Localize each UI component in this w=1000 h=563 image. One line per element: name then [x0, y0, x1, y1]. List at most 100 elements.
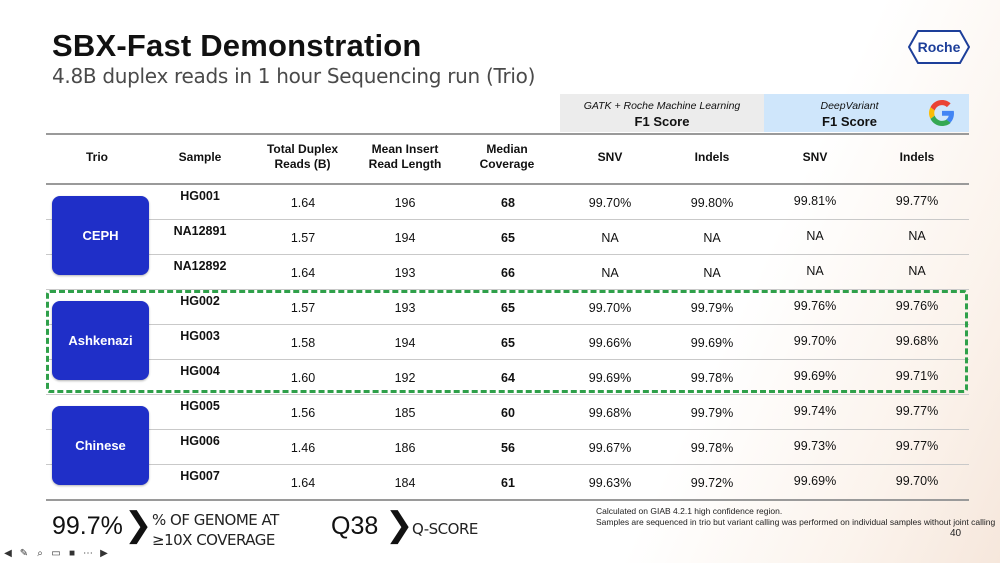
footnote-line2: Samples are sequenced in trio but varian…	[596, 517, 996, 527]
col-header-indels-dv: Indels	[899, 150, 935, 164]
cell-sample: NA12891	[173, 224, 227, 238]
trio-ashkenazi-box: Ashkenazi	[52, 301, 149, 380]
row-divider	[46, 464, 969, 465]
page-number: 40	[950, 528, 962, 539]
genome-coverage-value: 99.7%	[52, 512, 123, 540]
cell-insert: 186	[394, 441, 416, 455]
cell-coverage: 65	[501, 336, 515, 350]
col-header-reads-line2: Reads (B)	[274, 157, 331, 171]
cell-snv-dv: 99.69%	[793, 474, 837, 488]
cell-insert: 185	[394, 406, 416, 420]
cell-coverage: 64	[501, 371, 515, 385]
cell-coverage: 68	[501, 196, 515, 210]
cell-indels-dv: 99.77%	[895, 194, 939, 208]
slide-subtitle: 4.8B duplex reads in 1 hour Sequencing r…	[52, 64, 536, 88]
cell-reads: 1.64	[290, 266, 316, 280]
cell-reads: 1.56	[290, 406, 316, 420]
cell-sample: HG007	[180, 469, 220, 483]
col-header-indels-gatk: Indels	[694, 150, 730, 164]
cell-coverage: 65	[501, 231, 515, 245]
cell-insert: 184	[394, 476, 416, 490]
cell-sample: HG001	[180, 189, 220, 203]
row-divider	[46, 359, 969, 360]
col-header-reads-line1: Total Duplex	[266, 142, 339, 156]
cell-indels-gatk: NA	[703, 266, 721, 280]
col-header-coverage: Median Coverage	[462, 142, 552, 172]
captions-icon[interactable]: ▭	[51, 548, 61, 559]
gatk-header-top: GATK + Roche Machine Learning	[583, 100, 741, 112]
cell-indels-gatk: 99.72%	[690, 476, 734, 490]
cell-snv-gatk: 99.68%	[588, 406, 632, 420]
cell-indels-dv: 99.70%	[895, 474, 939, 488]
cell-insert: 192	[394, 371, 416, 385]
cell-reads: 1.57	[290, 301, 316, 315]
cell-sample: HG005	[180, 399, 220, 413]
col-header-snv-gatk: SNV	[597, 150, 623, 164]
back-icon[interactable]: ◀	[4, 548, 12, 559]
col-header-coverage-line2: Coverage	[479, 157, 535, 171]
cell-indels-gatk: 99.79%	[690, 301, 734, 315]
cell-indels-gatk: 99.78%	[690, 441, 734, 455]
trio-ceph-box: CEPH	[52, 196, 149, 275]
cell-insert: 194	[394, 336, 416, 350]
row-divider	[46, 429, 969, 430]
cell-snv-dv: 99.81%	[793, 194, 837, 208]
deepvariant-header-top: DeepVariant	[820, 100, 879, 112]
cell-indels-gatk: 99.79%	[690, 406, 734, 420]
cell-snv-gatk: 99.63%	[588, 476, 632, 490]
cell-snv-dv: NA	[806, 264, 824, 278]
col-header-insert-line2: Read Length	[368, 157, 442, 171]
col-header-reads: Total Duplex Reads (B)	[250, 142, 355, 172]
trio-chinese-box: Chinese	[52, 406, 149, 485]
gatk-f1-header: GATK + Roche Machine Learning F1 Score	[560, 94, 764, 132]
roche-logo-text: Roche	[917, 39, 961, 55]
cell-snv-gatk: 99.70%	[588, 196, 632, 210]
q-score-label: Q-SCORE	[412, 520, 478, 538]
cell-snv-dv: 99.73%	[793, 439, 837, 453]
pen-icon[interactable]: ✎	[19, 548, 29, 559]
gatk-header-main: F1 Score	[634, 114, 690, 129]
chevron-right-icon: ❯	[385, 506, 414, 544]
cell-indels-gatk: 99.80%	[690, 196, 734, 210]
row-divider	[46, 254, 969, 255]
cell-sample: HG003	[180, 329, 220, 343]
row-divider	[46, 289, 969, 290]
cell-coverage: 56	[501, 441, 515, 455]
q-score-value: Q38	[331, 512, 379, 540]
cell-indels-dv: 99.71%	[895, 369, 939, 383]
chevron-right-icon: ❯	[124, 506, 153, 544]
deepvariant-f1-header: DeepVariant F1 Score	[764, 94, 969, 132]
slide-title: SBX-Fast Demonstration	[52, 28, 422, 63]
cell-sample: HG006	[180, 434, 220, 448]
zoom-icon[interactable]: ⌕	[37, 548, 43, 559]
cell-sample: HG004	[180, 364, 220, 378]
cell-snv-dv: 99.74%	[793, 404, 837, 418]
table-header-divider	[46, 183, 969, 185]
camera-icon[interactable]: ■	[68, 548, 76, 559]
table-top-divider	[46, 133, 969, 135]
cell-reads: 1.46	[290, 441, 316, 455]
col-header-insert-line1: Mean Insert	[371, 142, 439, 156]
footnote-line1: Calculated on GIAB 4.2.1 high confidence…	[596, 506, 783, 516]
forward-icon[interactable]: ▶	[100, 548, 108, 559]
cell-coverage: 61	[501, 476, 515, 490]
genome-coverage-label: % OF GENOME AT ≥10X COVERAGE	[152, 510, 279, 550]
cell-indels-gatk: NA	[703, 231, 721, 245]
cell-coverage: 65	[501, 301, 515, 315]
footnotes: Calculated on GIAB 4.2.1 high confidence…	[596, 506, 995, 528]
cell-indels-dv: NA	[908, 264, 926, 278]
genome-coverage-label-line1: % OF GENOME AT	[152, 511, 279, 529]
cell-indels-dv: 99.77%	[895, 404, 939, 418]
cell-insert: 193	[394, 266, 416, 280]
cell-reads: 1.64	[290, 476, 316, 490]
col-header-snv-dv: SNV	[802, 150, 828, 164]
table-bottom-divider	[46, 499, 969, 501]
more-icon[interactable]: ⋯	[83, 548, 93, 559]
genome-coverage-label-line2: ≥10X COVERAGE	[152, 531, 275, 549]
cell-insert: 193	[394, 301, 416, 315]
cell-sample: NA12892	[173, 259, 227, 273]
row-divider	[46, 324, 969, 325]
cell-indels-dv: NA	[908, 229, 926, 243]
cell-reads: 1.57	[290, 231, 316, 245]
